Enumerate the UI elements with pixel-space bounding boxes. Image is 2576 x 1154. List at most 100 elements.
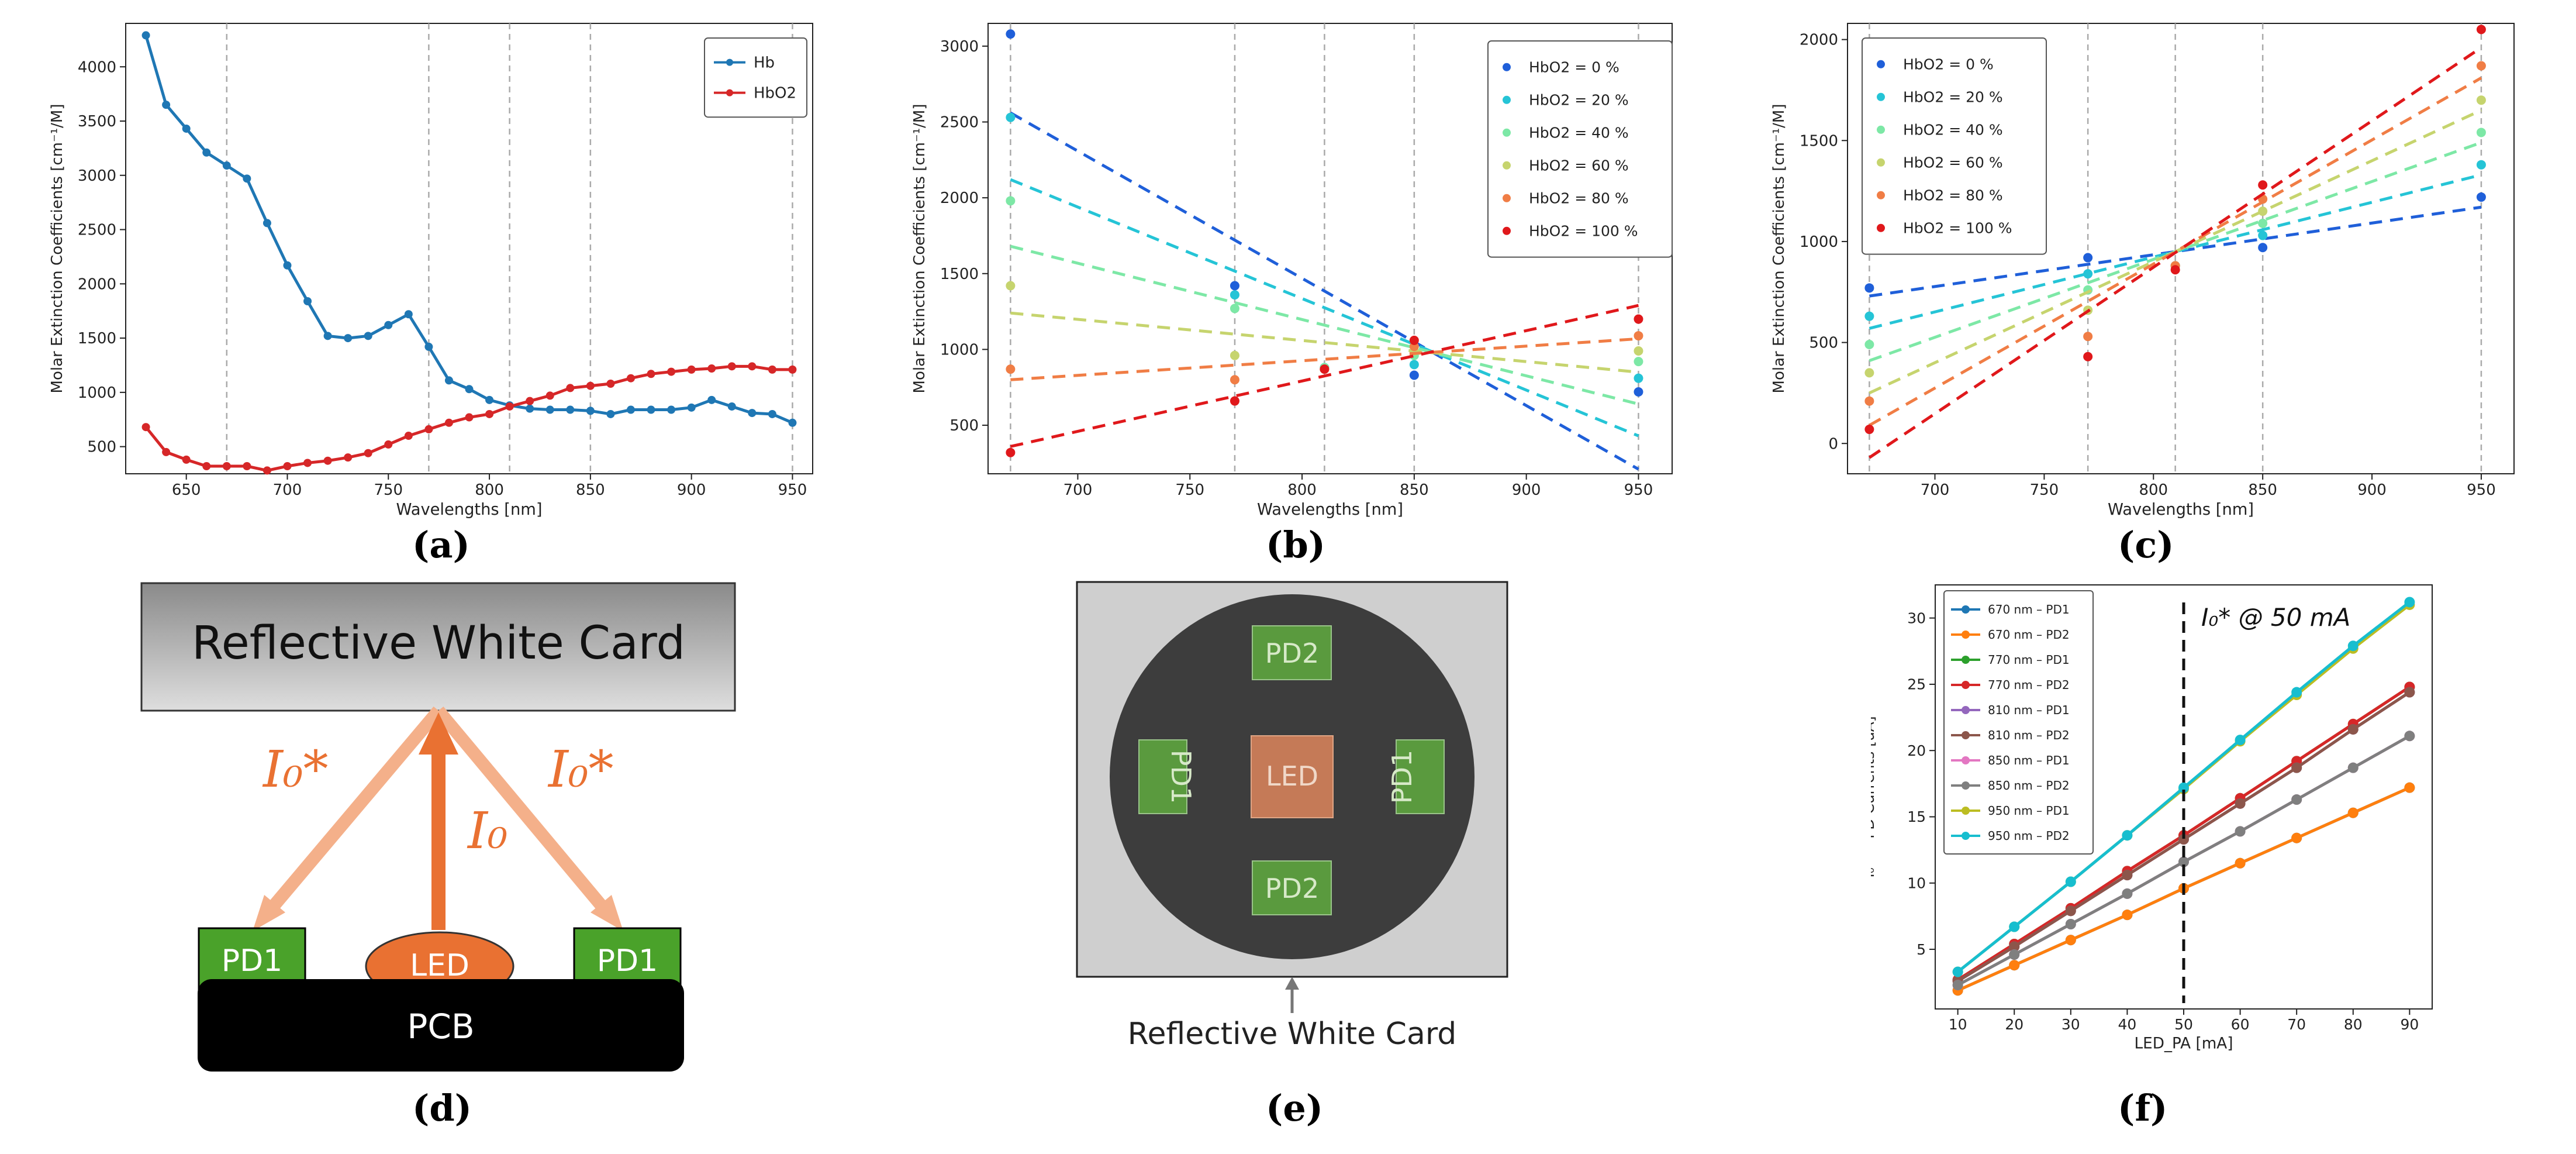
left-beam-arrowhead: [253, 895, 285, 931]
data-point: [202, 462, 211, 471]
fit-line: [1010, 244, 1639, 406]
legend-marker: [1877, 158, 1885, 167]
data-point: [404, 310, 413, 319]
legend-marker: [1962, 781, 1970, 790]
data-point: [707, 395, 716, 404]
pd1-right-label: PD1: [597, 943, 658, 979]
data-point: [2122, 910, 2133, 921]
data-point: [485, 409, 494, 418]
y-tick-label: 3500: [78, 113, 116, 130]
x-tick-label: 80: [2344, 1016, 2363, 1033]
data-point: [1864, 283, 1874, 293]
panel-f: 10 20 30 40 50 60 70 80 90 5 10 15 20 25 30 LED_PA [mA]…: [1860, 573, 2456, 1088]
x-axis-label: LED_PA [mA]: [2134, 1035, 2233, 1053]
data-point: [2235, 798, 2246, 809]
white-card-label: Reflective White Card: [192, 617, 685, 670]
pd2-bottom-label: PD2: [1265, 873, 1319, 904]
data-point: [2065, 905, 2076, 917]
data-point: [768, 409, 776, 418]
data-point: [2404, 687, 2415, 698]
data-point: [202, 148, 211, 157]
data-point: [2009, 921, 2020, 932]
legend-label: 770 nm – PD2: [1988, 678, 2070, 692]
data-point: [2083, 332, 2093, 342]
data-point: [2476, 128, 2486, 137]
x-tick-label: 950: [1624, 481, 1653, 499]
diagram-d: Reflective White Card I₀* I₀ I₀* PD1 PD1…: [140, 582, 736, 1072]
data-point: [727, 362, 736, 371]
data-point: [2258, 230, 2268, 240]
x-axis-label: Wavelengths [nm]: [2108, 501, 2254, 519]
data-point: [2258, 243, 2268, 253]
legend-label: HbO2 = 20 %: [1529, 92, 1629, 109]
x-tick-label: 60: [2231, 1016, 2250, 1033]
legend-marker: [1877, 125, 1885, 134]
data-point: [141, 423, 150, 432]
data-point: [748, 409, 757, 418]
x-tick-label: 750: [1175, 481, 1204, 499]
y-axis-label: I₀* − PD Currents [uA]: [1871, 716, 1877, 877]
legend-marker: [1877, 223, 1885, 232]
x-tick-label: 900: [677, 481, 706, 499]
chart-c: 700 750 800 850 900 950 0 500 1000 1500 2000 Wavele…: [1770, 23, 2515, 519]
panel-e: PD2 PD2 PD1 PD1 LED Reflective White Car…: [1064, 573, 1520, 1152]
y-tick-label: 500: [1809, 335, 1838, 352]
chart-f: 10 20 30 40 50 60 70 80 90 5 10 15 20 25 30 LED_PA [mA]…: [1860, 584, 2433, 1053]
data-point: [1230, 396, 1239, 406]
chart-b: 700 750 800 850 900 950 500 1000 1500 2000 2500 300…: [911, 23, 1673, 519]
legend-label: HbO2 = 0 %: [1529, 59, 1620, 76]
legend-label: HbO2 = 80 %: [1903, 187, 2003, 204]
legend-label: HbO2 = 100 %: [1903, 220, 2012, 237]
legend-label: HbO2 = 60 %: [1529, 157, 1629, 174]
data-point: [2178, 856, 2189, 867]
data-point: [2291, 794, 2302, 805]
y-tick-label: 25: [1907, 676, 1926, 693]
data-point: [2258, 180, 2268, 190]
data-point: [1864, 340, 1874, 350]
data-point: [1634, 331, 1643, 341]
panel-c: 700 750 800 850 900 950 0 500 1000 1500 2000 Wavele…: [1731, 12, 2561, 526]
data-point: [788, 418, 797, 427]
data-point: [2476, 160, 2486, 170]
legend-marker: [1503, 128, 1511, 137]
y-tick-label: 1000: [940, 342, 979, 359]
x-tick-label: 900: [1512, 481, 1541, 499]
data-point: [1006, 196, 1016, 206]
legend-label: 950 nm – PD1: [1988, 804, 2070, 818]
data-point: [687, 365, 696, 374]
data-point: [2122, 870, 2133, 881]
data-point: [2404, 597, 2415, 608]
data-point: [545, 405, 554, 414]
data-point: [748, 362, 757, 371]
y-tick-label: 2500: [78, 222, 116, 239]
data-point: [1006, 364, 1016, 374]
data-point: [2291, 832, 2302, 843]
data-point: [2476, 192, 2486, 202]
data-point: [465, 413, 474, 422]
y-tick-label: 4000: [78, 58, 116, 76]
data-point: [2122, 830, 2133, 841]
y-tick-label: 2000: [940, 190, 979, 207]
x-tick-label: 800: [475, 481, 504, 499]
x-tick-label: 950: [2467, 481, 2496, 499]
data-point: [2291, 762, 2302, 773]
data-point: [2170, 265, 2180, 275]
legend-label: 850 nm – PD2: [1988, 778, 2070, 793]
pd1-left-label: PD1: [222, 943, 282, 979]
legend-label: 770 nm – PD1: [1988, 653, 2070, 667]
panel-label-e: (e): [1266, 1087, 1324, 1129]
data-point: [667, 367, 676, 376]
legend-marker: [1877, 60, 1885, 68]
data-point: [606, 409, 615, 418]
data-point: [424, 425, 433, 433]
data-point: [2065, 935, 2076, 946]
panel-label-a: (a): [412, 523, 470, 566]
legend-box: [704, 37, 807, 118]
data-point: [303, 459, 312, 467]
x-tick-label: 70: [2287, 1016, 2306, 1033]
legend-marker: [1962, 656, 1970, 664]
data-point: [1409, 335, 1419, 345]
y-axis-label: Molar Extinction Coefficients [cm⁻¹/M]: [911, 104, 928, 394]
y-axis-label: Molar Extinction Coefficients [cm⁻¹/M]: [1770, 104, 1788, 394]
x-tick-label: 750: [2030, 481, 2059, 499]
